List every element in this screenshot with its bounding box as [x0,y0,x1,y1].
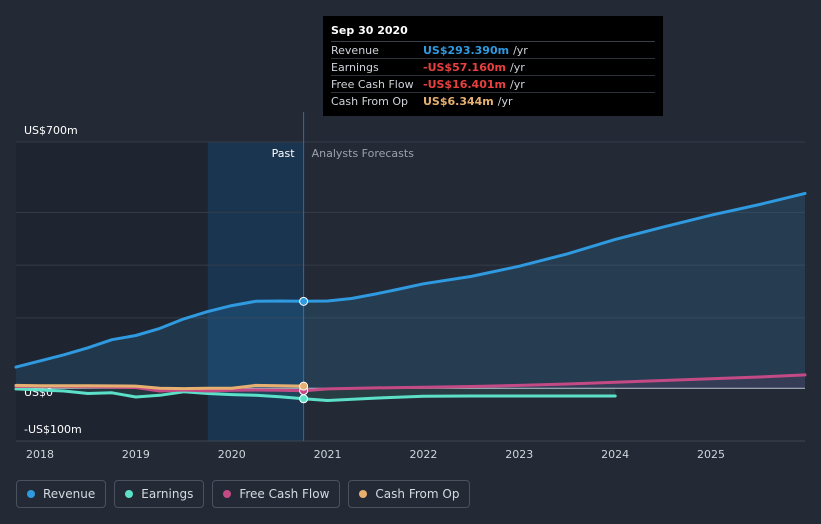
legend-label: Revenue [43,487,96,501]
past-label: Past [272,147,296,160]
tooltip: Sep 30 2020 Revenue US$293.390m /yr Earn… [323,16,663,116]
tooltip-row-fcf: Free Cash Flow -US$16.401m /yr [331,76,655,93]
x-tick-label: 2018 [26,448,54,461]
tooltip-value: -US$16.401m [423,77,506,91]
legend: Revenue Earnings Free Cash Flow Cash Fro… [16,480,471,508]
x-tick-label: 2024 [601,448,629,461]
revenue-marker [299,296,309,306]
tooltip-row-revenue: Revenue US$293.390m /yr [331,42,655,59]
legend-item-cash-from-op[interactable]: Cash From Op [348,480,471,508]
x-tick-label: 2021 [314,448,342,461]
legend-label: Earnings [141,487,194,501]
tooltip-label: Revenue [331,43,379,57]
tooltip-title: Sep 30 2020 [331,24,655,42]
y-tick-label: -US$100m [24,423,82,436]
legend-label: Cash From Op [375,487,460,501]
cash-from-op-marker [299,381,309,391]
earnings-line [14,387,617,402]
tooltip-row-cfo: Cash From Op US$6.344m /yr [331,93,655,109]
legend-item-revenue[interactable]: Revenue [16,480,107,508]
legend-item-free-cash-flow[interactable]: Free Cash Flow [212,480,341,508]
tooltip-unit: /yr [509,60,525,74]
legend-dot-icon [223,490,232,498]
x-tick-label: 2025 [697,448,725,461]
tooltip-unit: /yr [509,77,525,91]
legend-dot-icon [125,490,134,498]
tooltip-unit: /yr [513,43,528,57]
earnings-marker [299,394,309,404]
cash-from-op-line [14,383,306,391]
free-cash-flow-line [14,373,807,393]
tooltip-value: US$6.344m [423,94,494,108]
tooltip-value: US$293.390m [423,43,510,57]
x-tick-label: 2019 [122,448,150,461]
tooltip-label: Free Cash Flow [331,77,414,91]
x-tick-label: 2023 [505,448,533,461]
forecast-label: Analysts Forecasts [312,147,415,160]
tooltip-label: Cash From Op [331,94,409,108]
legend-item-earnings[interactable]: Earnings [114,480,205,508]
y-tick-label: US$700m [24,124,78,137]
tooltip-unit: /yr [497,94,513,108]
tooltip-value: -US$57.160m [423,60,506,74]
legend-label: Free Cash Flow [239,487,330,501]
legend-dot-icon [27,490,35,498]
legend-dot-icon [359,490,368,498]
x-tick-label: 2022 [409,448,437,461]
revenue-line [14,191,807,369]
tooltip-row-earnings: Earnings -US$57.160m /yr [331,59,655,76]
free-cash-flow-area [16,374,805,391]
tooltip-label: Earnings [331,60,379,74]
x-tick-label: 2020 [218,448,246,461]
